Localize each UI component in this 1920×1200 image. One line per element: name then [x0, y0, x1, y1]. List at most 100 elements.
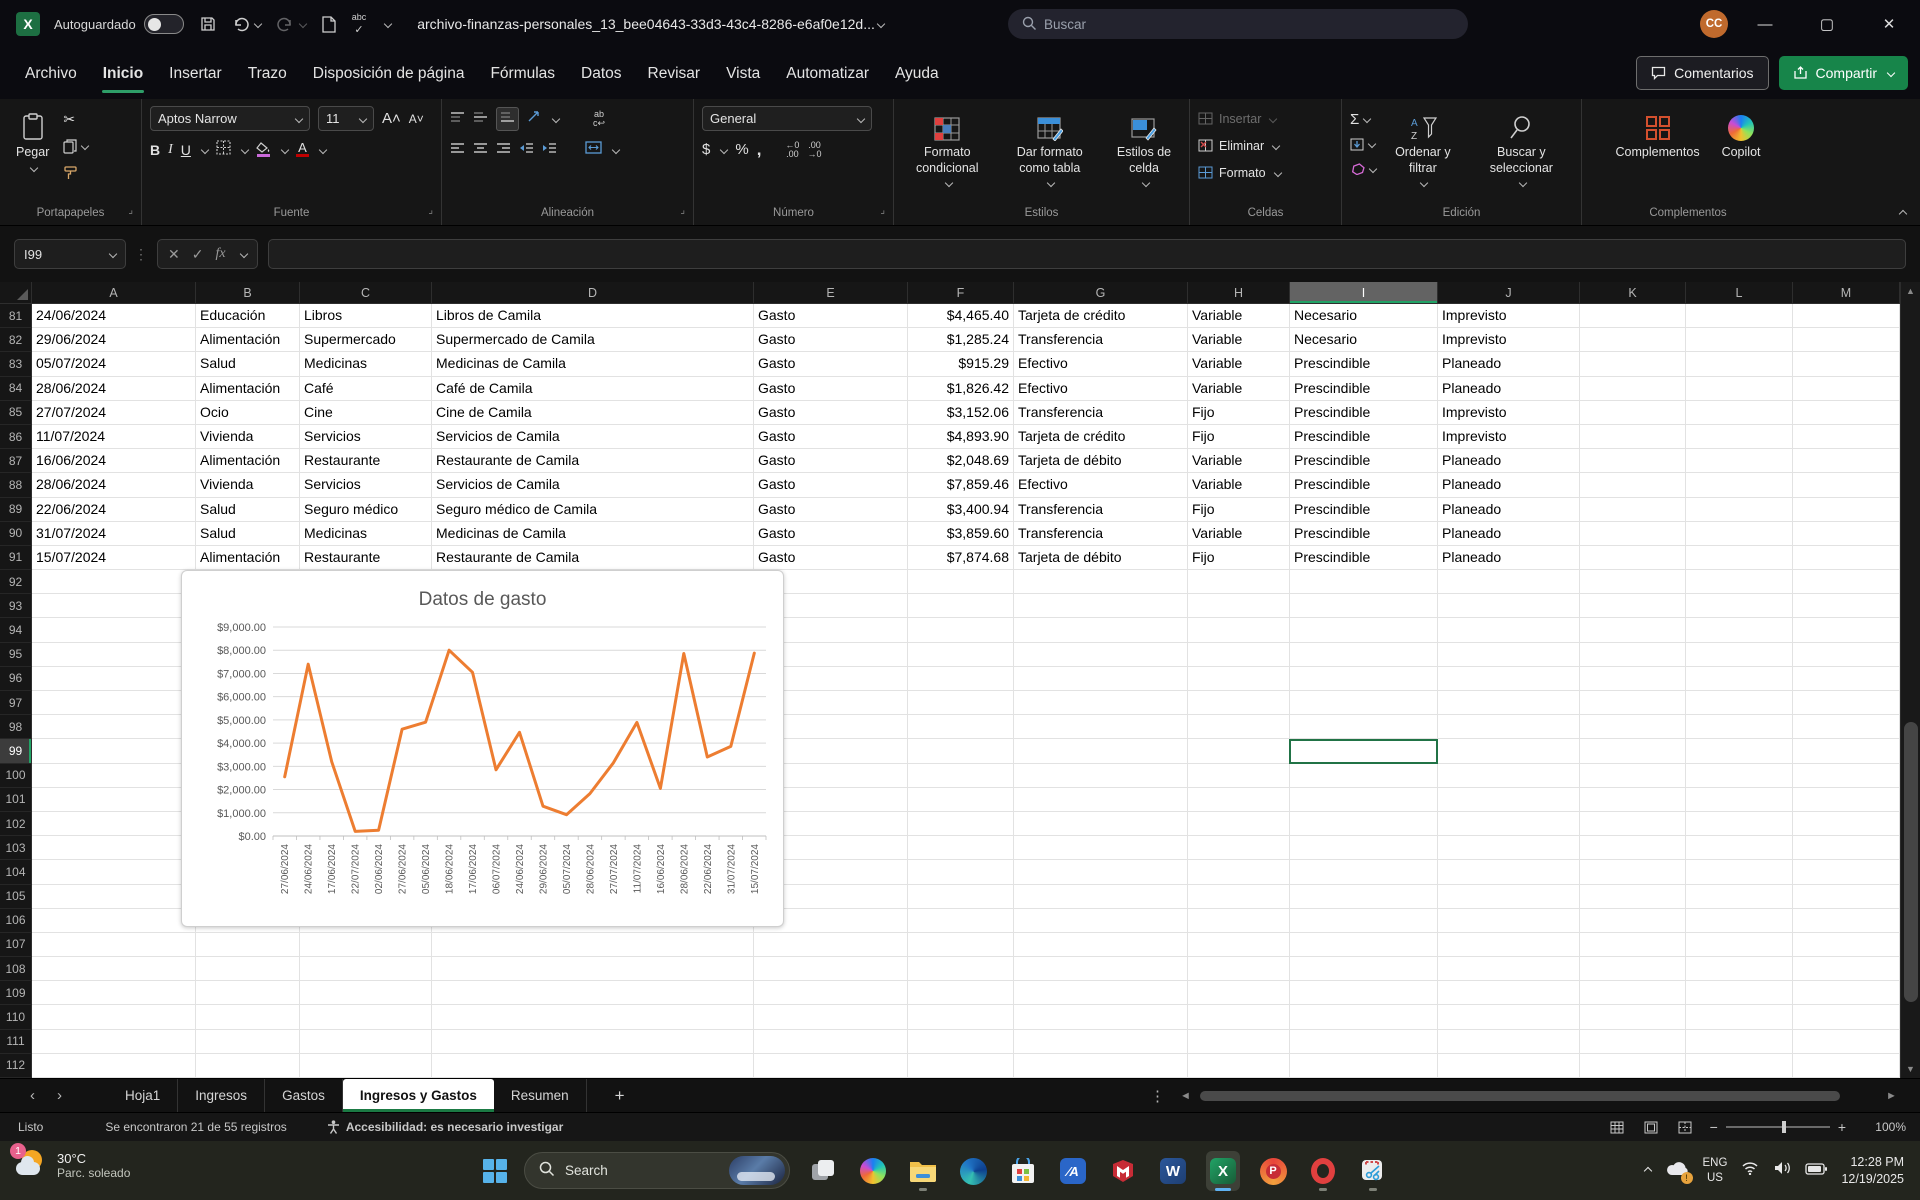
copy-button[interactable] — [63, 136, 90, 156]
spell-check-icon[interactable]: abc ✓ — [351, 11, 367, 36]
cell-H97[interactable] — [1188, 691, 1290, 716]
cell-G112[interactable] — [1014, 1053, 1188, 1078]
cell-H102[interactable] — [1188, 811, 1290, 837]
sheet-tab-resumen[interactable]: Resumen — [494, 1079, 587, 1112]
cell-A100[interactable] — [32, 763, 196, 788]
cell-J83[interactable]: Planeado — [1438, 352, 1580, 377]
cell-I111[interactable] — [1290, 1029, 1438, 1054]
minimize-button[interactable]: — — [1757, 15, 1773, 33]
cell-K102[interactable] — [1580, 811, 1686, 837]
cell-K111[interactable] — [1580, 1029, 1686, 1054]
cell-D85[interactable]: Cine de Camila — [432, 400, 754, 425]
cell-D110[interactable] — [432, 1005, 754, 1030]
cell-H98[interactable] — [1188, 715, 1290, 740]
cell-E109[interactable] — [754, 981, 908, 1006]
autosave-toggle[interactable] — [143, 14, 184, 34]
cell-F101[interactable] — [908, 787, 1014, 812]
cell-G105[interactable] — [1014, 884, 1188, 909]
row-header-81[interactable]: 81 — [0, 304, 32, 329]
cell-M110[interactable] — [1793, 1005, 1900, 1030]
cell-K87[interactable] — [1580, 449, 1686, 474]
cell-F85[interactable]: $3,152.06 — [908, 400, 1014, 425]
cell-J99[interactable] — [1438, 739, 1580, 764]
copilot-button[interactable]: Copilot — [1714, 105, 1769, 203]
cell-H81[interactable]: Variable — [1188, 304, 1290, 329]
cell-I93[interactable] — [1290, 594, 1438, 619]
cell-H112[interactable] — [1188, 1053, 1290, 1078]
cell-E86[interactable]: Gasto — [754, 424, 908, 450]
taskbar-icon-word[interactable]: W — [1156, 1151, 1190, 1191]
tray-expand-icon[interactable] — [1643, 1166, 1652, 1175]
conditional-formatting-button[interactable]: Formato condicional — [902, 105, 993, 203]
row-header-103[interactable]: 103 — [0, 836, 32, 861]
cell-J92[interactable] — [1438, 570, 1580, 595]
vertical-scrollbar[interactable]: ▲ ▼ — [1900, 282, 1920, 1078]
cell-I104[interactable] — [1290, 860, 1438, 885]
cell-I88[interactable]: Prescindible — [1290, 473, 1438, 498]
taskbar-icon-p-app[interactable]: P — [1256, 1151, 1290, 1191]
cell-A107[interactable] — [32, 932, 196, 958]
cell-J98[interactable] — [1438, 715, 1580, 740]
row-header-102[interactable]: 102 — [0, 811, 32, 837]
cell-F83[interactable]: $915.29 — [908, 352, 1014, 377]
cell-M92[interactable] — [1793, 570, 1900, 595]
cell-F94[interactable] — [908, 618, 1014, 643]
scroll-down-icon[interactable]: ▼ — [1906, 1064, 1915, 1074]
row-header-97[interactable]: 97 — [0, 691, 32, 716]
row-header-88[interactable]: 88 — [0, 473, 32, 498]
excel-logo-icon[interactable]: X — [16, 12, 40, 36]
cell-J84[interactable]: Planeado — [1438, 376, 1580, 401]
cell-F95[interactable] — [908, 642, 1014, 667]
cell-J103[interactable] — [1438, 836, 1580, 861]
cell-L106[interactable] — [1686, 908, 1793, 933]
font-size-combo[interactable]: 11 — [318, 106, 374, 131]
cell-H93[interactable] — [1188, 594, 1290, 619]
cell-I95[interactable] — [1290, 642, 1438, 667]
cell-I87[interactable]: Prescindible — [1290, 449, 1438, 474]
bold-button[interactable]: B — [150, 141, 161, 158]
cell-L92[interactable] — [1686, 570, 1793, 595]
cell-M99[interactable] — [1793, 739, 1900, 764]
cell-L108[interactable] — [1686, 957, 1793, 982]
cell-A99[interactable] — [32, 739, 196, 764]
cell-F81[interactable]: $4,465.40 — [908, 304, 1014, 329]
cell-J90[interactable]: Planeado — [1438, 521, 1580, 546]
cell-L91[interactable] — [1686, 545, 1793, 571]
row-header-100[interactable]: 100 — [0, 763, 32, 788]
cell-K90[interactable] — [1580, 521, 1686, 546]
taskbar-icon-excel[interactable]: X — [1206, 1151, 1240, 1191]
cell-D111[interactable] — [432, 1029, 754, 1054]
cell-B110[interactable] — [196, 1005, 300, 1030]
underline-chevron-icon[interactable] — [200, 145, 210, 154]
cell-K112[interactable] — [1580, 1053, 1686, 1078]
cell-J110[interactable] — [1438, 1005, 1580, 1030]
cell-A111[interactable] — [32, 1029, 196, 1054]
cell-A102[interactable] — [32, 811, 196, 837]
cell-L82[interactable] — [1686, 328, 1793, 353]
cell-G94[interactable] — [1014, 618, 1188, 643]
menu-tab-formulas[interactable]: Fórmulas — [490, 64, 556, 82]
cell-B112[interactable] — [196, 1053, 300, 1078]
cell-A109[interactable] — [32, 981, 196, 1006]
cell-K98[interactable] — [1580, 715, 1686, 740]
font-color-button[interactable]: A — [295, 141, 309, 157]
cell-F112[interactable] — [908, 1053, 1014, 1078]
cell-L85[interactable] — [1686, 400, 1793, 425]
weather-widget[interactable]: 1 30°C Parc. soleado — [10, 1143, 130, 1182]
cell-I82[interactable]: Necesario — [1290, 328, 1438, 353]
cell-H101[interactable] — [1188, 787, 1290, 812]
cell-L100[interactable] — [1686, 763, 1793, 788]
cell-L88[interactable] — [1686, 473, 1793, 498]
font-name-combo[interactable]: Aptos Narrow — [150, 106, 310, 131]
cell-I86[interactable]: Prescindible — [1290, 424, 1438, 450]
cell-J107[interactable] — [1438, 932, 1580, 958]
row-header-83[interactable]: 83 — [0, 352, 32, 377]
cell-M97[interactable] — [1793, 691, 1900, 716]
horizontal-scroll-thumb[interactable] — [1200, 1091, 1840, 1101]
cell-L111[interactable] — [1686, 1029, 1793, 1054]
cell-F110[interactable] — [908, 1005, 1014, 1030]
cell-H83[interactable]: Variable — [1188, 352, 1290, 377]
cell-K91[interactable] — [1580, 545, 1686, 571]
cell-G95[interactable] — [1014, 642, 1188, 667]
cell-C109[interactable] — [300, 981, 432, 1006]
